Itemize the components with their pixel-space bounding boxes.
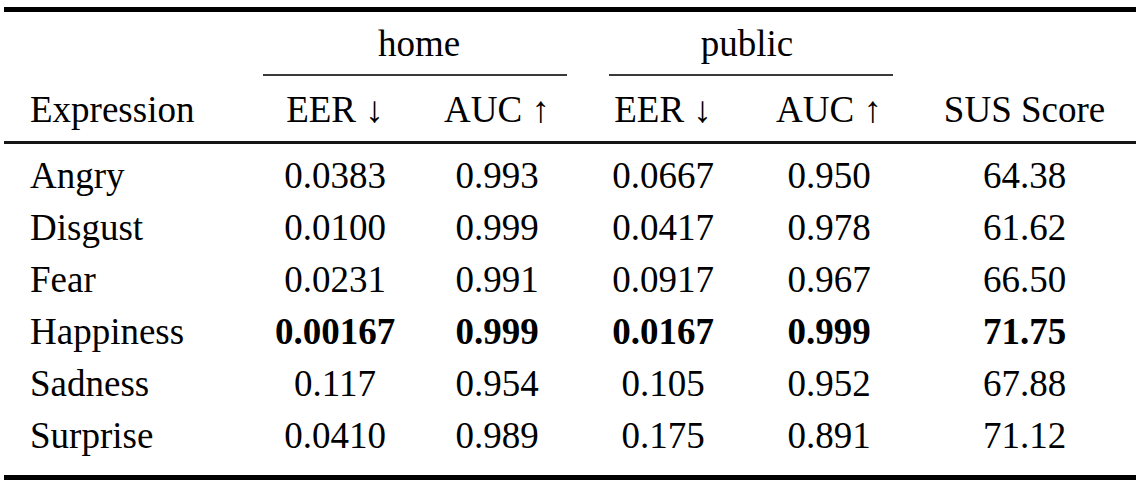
home-auc-cell: 0.999: [413, 202, 581, 254]
home-auc-cell: 0.954: [413, 358, 581, 410]
group-header-spacer: [913, 10, 1136, 76]
home-auc-cell: 0.993: [413, 142, 581, 202]
group-header-public: public: [581, 10, 913, 76]
table-row: Disgust 0.0100 0.999 0.0417 0.978 61.62: [4, 202, 1136, 254]
public-eer-cell: 0.0167: [581, 306, 745, 358]
group-header-spacer: [4, 10, 257, 76]
home-eer-cell: 0.00167: [257, 306, 413, 358]
table-body: Angry 0.0383 0.993 0.0667 0.950 64.38 Di…: [4, 142, 1136, 477]
column-header-row: Expression EER ↓ AUC ↑ EER ↓ AUC ↑ SUS S…: [4, 76, 1136, 143]
home-eer-cell: 0.0383: [257, 142, 413, 202]
home-eer-cell: 0.0100: [257, 202, 413, 254]
public-auc-cell: 0.967: [745, 254, 913, 306]
table-row: Happiness 0.00167 0.999 0.0167 0.999 71.…: [4, 306, 1136, 358]
public-auc-cell: 0.952: [745, 358, 913, 410]
public-auc-cell: 0.978: [745, 202, 913, 254]
table-header: home public Expression EER ↓ AUC ↑ EER ↓…: [4, 10, 1136, 143]
public-eer-cell: 0.0917: [581, 254, 745, 306]
group-header-home: home: [257, 10, 581, 76]
expression-results-table: home public Expression EER ↓ AUC ↑ EER ↓…: [4, 7, 1136, 480]
column-header-public-auc: AUC ↑: [745, 76, 913, 143]
public-eer-cell: 0.0667: [581, 142, 745, 202]
home-eer-cell: 0.117: [257, 358, 413, 410]
sus-score-cell: 66.50: [913, 254, 1136, 306]
home-eer-cell: 0.0231: [257, 254, 413, 306]
column-header-home-eer: EER ↓: [257, 76, 413, 143]
expression-cell: Happiness: [4, 306, 257, 358]
table-row: Fear 0.0231 0.991 0.0917 0.967 66.50: [4, 254, 1136, 306]
public-eer-cell: 0.105: [581, 358, 745, 410]
public-auc-cell: 0.891: [745, 410, 913, 478]
column-header-sus-score: SUS Score: [913, 76, 1136, 143]
sus-score-cell: 61.62: [913, 202, 1136, 254]
sus-score-cell: 67.88: [913, 358, 1136, 410]
table-row: Surprise 0.0410 0.989 0.175 0.891 71.12: [4, 410, 1136, 478]
group-label-home: home: [257, 12, 581, 65]
column-header-home-auc: AUC ↑: [413, 76, 581, 143]
group-label-public: public: [581, 12, 913, 65]
sus-score-cell: 71.12: [913, 410, 1136, 478]
home-auc-cell: 0.991: [413, 254, 581, 306]
public-auc-cell: 0.950: [745, 142, 913, 202]
expression-cell: Fear: [4, 254, 257, 306]
expression-cell: Sadness: [4, 358, 257, 410]
expression-cell: Surprise: [4, 410, 257, 478]
home-eer-cell: 0.0410: [257, 410, 413, 478]
sus-score-cell: 71.75: [913, 306, 1136, 358]
public-eer-cell: 0.175: [581, 410, 745, 478]
public-eer-cell: 0.0417: [581, 202, 745, 254]
home-auc-cell: 0.999: [413, 306, 581, 358]
home-auc-cell: 0.989: [413, 410, 581, 478]
column-header-expression: Expression: [4, 76, 257, 143]
group-header-row: home public: [4, 10, 1136, 76]
sus-score-cell: 64.38: [913, 142, 1136, 202]
table-row: Sadness 0.117 0.954 0.105 0.952 67.88: [4, 358, 1136, 410]
table-row: Angry 0.0383 0.993 0.0667 0.950 64.38: [4, 142, 1136, 202]
expression-cell: Angry: [4, 142, 257, 202]
expression-cell: Disgust: [4, 202, 257, 254]
public-auc-cell: 0.999: [745, 306, 913, 358]
column-header-public-eer: EER ↓: [581, 76, 745, 143]
